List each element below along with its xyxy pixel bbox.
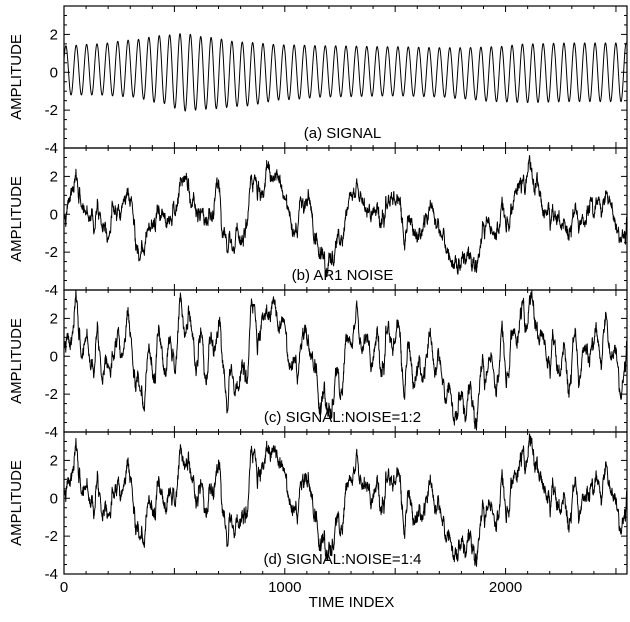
y-tick-label: 2: [50, 26, 58, 43]
x-tick-label: 2000: [489, 579, 522, 596]
panel-caption: (d) SIGNAL:NOISE=1:4: [264, 551, 422, 568]
panel-caption: (c) SIGNAL:NOISE=1:2: [264, 409, 421, 426]
y-tick-label: -2: [45, 528, 58, 545]
y-tick-label: 0: [50, 348, 58, 365]
panel-a: -4 -2 0 2 AMPLITUDE (a) SIGNAL: [8, 5, 628, 157]
panel-caption: (b) AR1 NOISE: [292, 267, 394, 284]
y-tick-label: 2: [50, 310, 58, 327]
y-axis-label: AMPLITUDE: [8, 460, 25, 546]
y-tick-label: -2: [45, 386, 58, 403]
panel-c: -4 -2 0 2 AMPLITUDE (c) SIGNAL:NOISE=1:2: [8, 289, 628, 441]
y-tick-label: 0: [50, 64, 58, 81]
series-line: [63, 433, 628, 567]
panel-b: -4 -2 0 2 AMPLITUDE (b) AR1 NOISE: [8, 147, 628, 299]
panel-caption: (a) SIGNAL: [304, 125, 382, 142]
x-tick-label: 0: [60, 579, 68, 596]
y-tick-label: -4: [45, 140, 58, 157]
y-tick-label: -2: [45, 244, 58, 261]
y-axis-label: AMPLITUDE: [8, 318, 25, 404]
y-tick-label: -4: [45, 282, 58, 299]
x-axis-label: TIME INDEX: [309, 594, 395, 611]
x-tick-label: 1000: [268, 579, 301, 596]
panel-d: -4 -2 0 2 0 1000 2000 AMPLITUDE (d) SIGNAL:NOISE…: [8, 431, 628, 611]
series-line: [63, 289, 628, 431]
y-tick-label: 0: [50, 206, 58, 223]
y-tick-label: 0: [50, 490, 58, 507]
series-line: [63, 155, 628, 278]
y-tick-label: 2: [50, 168, 58, 185]
series-line: [63, 33, 628, 112]
y-axis-label: AMPLITUDE: [8, 34, 25, 120]
y-tick-label: -4: [45, 566, 58, 583]
y-tick-label: -4: [45, 424, 58, 441]
plot-frame: [63, 431, 628, 575]
y-tick-label: 2: [50, 452, 58, 469]
y-tick-label: -2: [45, 102, 58, 119]
y-axis-label: AMPLITUDE: [8, 176, 25, 262]
